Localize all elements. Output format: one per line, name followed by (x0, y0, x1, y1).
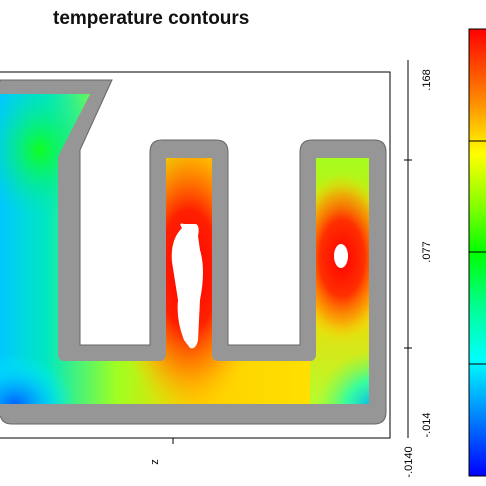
inner-wall-outline (0, 82, 381, 416)
tick-label-top: .168 (421, 69, 433, 90)
plot-frame (0, 71, 391, 439)
tick-label-lower: -.014 (421, 412, 433, 437)
axis-label-z: z (149, 459, 161, 465)
saturated-regions (171, 223, 348, 349)
tick-label-bottom: -.0140 (403, 446, 415, 477)
tick-label-middle: .077 (421, 241, 433, 262)
plot-title: temperature contours (53, 8, 250, 29)
colorbar (468, 28, 486, 477)
